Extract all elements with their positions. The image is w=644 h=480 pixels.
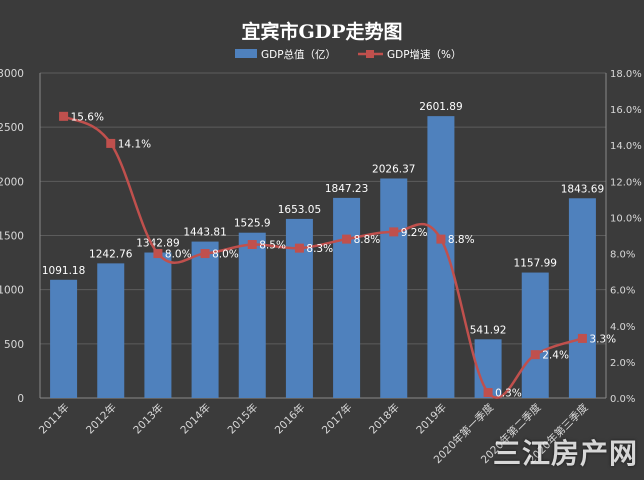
line-data-label: 8.3%	[306, 243, 333, 255]
y-left-tick-label: 500	[4, 339, 24, 351]
x-tick-label: 2017年	[319, 401, 355, 437]
line-point	[200, 249, 210, 259]
bar-data-label: 1242.76	[89, 248, 133, 260]
line-data-label: 2.4%	[542, 350, 569, 362]
bar-data-label: 1843.69	[561, 183, 604, 195]
bar	[333, 197, 361, 398]
bar	[144, 252, 172, 398]
watermark-logo: 三江房产网	[492, 437, 638, 470]
y-right-tick-label: 14.0%	[610, 141, 642, 152]
y-left-tick-label: 2500	[0, 122, 24, 134]
line-point	[153, 249, 163, 259]
chart-title: 宜宾市GDP走势图	[242, 20, 403, 43]
bar-data-label: 2026.37	[372, 163, 415, 175]
line-point	[59, 111, 69, 121]
y-right-tick-label: 0.0%	[610, 394, 635, 405]
line-data-label: 0.3%	[495, 388, 522, 400]
legend-line-marker	[366, 50, 374, 58]
line-data-label: 8.0%	[212, 249, 239, 261]
bar	[427, 116, 455, 398]
bar-data-label: 1157.99	[514, 258, 557, 270]
line-point	[294, 243, 304, 253]
bar-data-label: 1525.9	[234, 218, 271, 230]
x-tick-label: 2018年	[366, 401, 402, 437]
line-point	[106, 138, 116, 148]
bar-data-label: 1091.18	[42, 265, 85, 277]
line-point	[247, 240, 257, 250]
line-point	[577, 333, 587, 343]
bar-data-label: 1847.23	[325, 183, 368, 195]
line-series	[59, 111, 587, 399]
line-data-label: 8.8%	[448, 234, 475, 246]
x-tick-label: 2012年	[83, 401, 119, 437]
x-tick-label: 2011年	[36, 401, 72, 437]
x-tick-label: 2019年	[414, 401, 450, 437]
x-tick-label: 2013年	[131, 401, 167, 437]
line-data-label: 3.3%	[589, 333, 616, 345]
y-left-tick-label: 0	[17, 393, 24, 405]
line-data-label: 14.1%	[118, 138, 151, 150]
bar-data-label: 1443.81	[183, 227, 226, 239]
y-right-tick-label: 16.0%	[610, 105, 642, 116]
bar-data-label: 1653.05	[278, 204, 321, 216]
gridlines	[40, 72, 606, 399]
bar	[191, 241, 219, 398]
y-right-tick-label: 8.0%	[610, 250, 635, 261]
legend-bar-swatch	[235, 49, 257, 58]
bar-data-label: 1342.89	[136, 238, 179, 250]
y-right-tick-label: 2.0%	[610, 358, 635, 369]
legend-line-label: GDP增速（%）	[387, 48, 462, 61]
y-left-tick-label: 1000	[0, 285, 24, 297]
bar	[238, 232, 266, 398]
legend: GDP总值（亿） GDP增速（%）	[235, 48, 462, 61]
y-right-tick-label: 18.0%	[610, 69, 642, 80]
x-tick-label: 2015年	[225, 401, 261, 437]
y-left-tick-label: 1500	[0, 231, 24, 243]
bar	[97, 263, 125, 398]
y-right-tick-label: 4.0%	[610, 322, 635, 333]
x-tick-label: 2014年	[178, 401, 214, 437]
line-point	[342, 234, 352, 244]
y-right-tick-label: 12.0%	[610, 177, 642, 188]
line-data-label: 8.0%	[165, 249, 192, 261]
y-right-tick-label: 10.0%	[610, 213, 642, 224]
line-data-label: 15.6%	[71, 111, 104, 123]
y-right-tick-label: 6.0%	[610, 286, 635, 297]
axes: 0 500 1000 1500 2000 2500 3000 0.0% 2.0% 4.0% 6.0%…	[0, 68, 642, 405]
bar	[380, 178, 408, 398]
line-point	[389, 227, 399, 237]
bar	[568, 198, 596, 398]
line-data-label: 8.5%	[259, 240, 286, 252]
line-data-label: 8.8%	[354, 234, 381, 246]
line-point	[436, 234, 446, 244]
growth-line	[62, 115, 583, 399]
line-point	[483, 388, 493, 398]
bar	[50, 279, 78, 398]
bar-data-label: 2601.89	[419, 101, 462, 113]
y-left-tick-label: 2000	[0, 176, 24, 188]
bar	[521, 272, 549, 398]
line-data-label: 9.2%	[401, 227, 428, 239]
line-data-labels: 15.6% 14.1% 8.0% 8.0% 8.5% 8.3% 8.8% 9.2% 8.8% 0.…	[71, 111, 617, 399]
y-left-tick-label: 3000	[0, 68, 24, 80]
x-tick-label: 2016年	[272, 401, 308, 437]
bar-data-label: 541.92	[470, 324, 507, 336]
line-point	[530, 350, 540, 360]
legend-bar-label: GDP总值（亿）	[261, 48, 336, 61]
